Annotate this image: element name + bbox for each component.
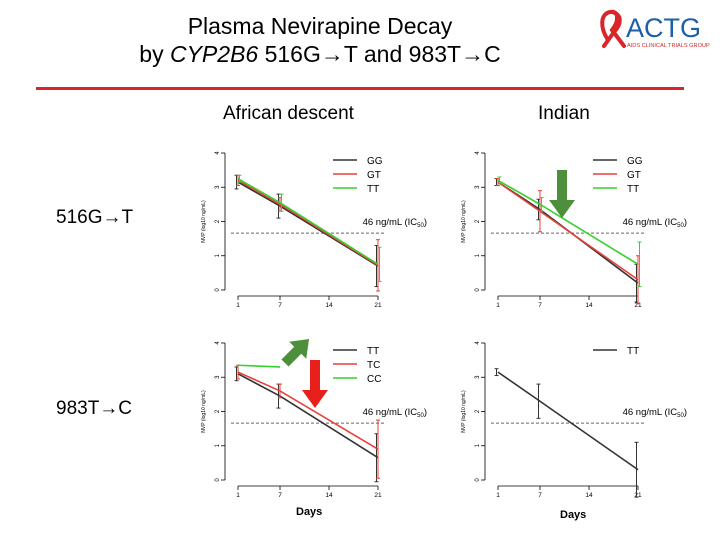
slide-subtitle: by CYP2B6 516G→T and 983T→C — [100, 41, 540, 68]
ic50-label: 46 ng/mL (IC50) — [363, 407, 427, 419]
annotation-arrow-down-icon — [302, 360, 328, 408]
y-tick-label: 0 — [475, 288, 481, 292]
row-label-983: 983T→C — [56, 398, 133, 419]
arrow-shape — [281, 338, 310, 367]
x-tick-label: 14 — [325, 302, 333, 309]
ic50-label: 46 ng/mL (IC50) — [363, 217, 427, 229]
ic50-label-main: 46 ng/mL (IC — [363, 217, 418, 228]
y-tick-label: 2 — [215, 219, 221, 223]
legend-label-TT: TT — [367, 346, 379, 357]
legend-label-TC: TC — [367, 360, 380, 371]
y-tick-label: 3 — [475, 375, 481, 379]
x-tick-label: 14 — [585, 492, 593, 499]
series-line-CC — [237, 364, 281, 368]
x-tick-label: 1 — [496, 302, 500, 309]
row-label-516: 516G→T — [56, 207, 134, 228]
ic50-label-end: ) — [684, 217, 687, 228]
y-tick-label: 3 — [215, 375, 221, 379]
y-tick-label: 1 — [475, 443, 481, 447]
actg-logo: ACTG AIDS CLINICAL TRIALS GROUP — [600, 9, 710, 49]
y-tick-label: 4 — [475, 341, 481, 345]
header-rule — [36, 87, 684, 90]
y-tick-label: 4 — [215, 151, 221, 155]
y-axis-label: NVP (log10 ng/mL) — [201, 390, 207, 433]
legend-label-TT: TT — [367, 184, 379, 195]
legend-label-GT: GT — [367, 170, 381, 181]
x-tick-label: 7 — [278, 302, 282, 309]
x-tick-label: 1 — [236, 302, 240, 309]
x-tick-label: 1 — [236, 492, 240, 499]
annotation-arrow-diagonal-icon — [281, 338, 310, 367]
y-tick-label: 0 — [475, 478, 481, 482]
annotation-arrow-down-icon — [549, 170, 575, 218]
legend-label-GT: GT — [627, 170, 641, 181]
x-tick-label: 21 — [634, 302, 642, 309]
ic50-label-main: 46 ng/mL (IC — [623, 217, 678, 228]
x-tick-label: 14 — [585, 302, 593, 309]
x-tick-label: 21 — [374, 492, 382, 499]
ic50-label-end: ) — [424, 217, 427, 228]
x-tick-label: 1 — [496, 492, 500, 499]
x-tick-label: 14 — [325, 492, 333, 499]
series-line-TT — [237, 373, 379, 459]
series-line-TC — [237, 371, 379, 450]
logo-text: ACTG — [626, 13, 701, 43]
series-line-TT — [497, 371, 639, 471]
x-tick-label: 7 — [278, 492, 282, 499]
ic50-label-end: ) — [424, 407, 427, 418]
y-tick-label: 3 — [215, 185, 221, 189]
legend-label-GG: GG — [627, 156, 643, 167]
column-label-indian: Indian — [538, 103, 590, 124]
ic50-label-sub: 50 — [677, 413, 684, 419]
x-axis-label-days: Days — [296, 506, 323, 518]
ic50-label: 46 ng/mL (IC50) — [623, 217, 687, 229]
ic50-label-main: 46 ng/mL (IC — [363, 407, 418, 418]
chart-983-indian: 0 1 2 3 4 1 7 14 21 NVP (log10 ng/mL) 46 ng/mL (IC… — [461, 341, 687, 499]
x-axis-label-days-2: Days — [560, 509, 587, 521]
legend-label-CC: CC — [367, 374, 381, 385]
series-line-GT — [497, 181, 639, 281]
chart-983-african: 0 1 2 3 4 1 7 14 21 NVP (log10 ng/mL) 46 ng/mL (IC… — [201, 338, 427, 499]
x-tick-label: 7 — [538, 492, 542, 499]
y-tick-label: 4 — [475, 151, 481, 155]
series-line-TT — [497, 179, 639, 265]
legend-label-GG: GG — [367, 156, 383, 167]
ic50-label-sub: 50 — [417, 223, 424, 229]
series-line-TT — [237, 177, 379, 265]
ic50-label-end: ) — [684, 407, 687, 418]
y-tick-label: 4 — [215, 341, 221, 345]
ic50-label-sub: 50 — [417, 413, 424, 419]
ic50-label: 46 ng/mL (IC50) — [623, 407, 687, 419]
x-tick-label: 7 — [538, 302, 542, 309]
logo-subtext: AIDS CLINICAL TRIALS GROUP — [627, 43, 710, 49]
subtitle-rest: 516G→T and 983T→C — [258, 41, 501, 67]
ic50-label-sub: 50 — [677, 223, 684, 229]
series-line-GG — [237, 181, 379, 267]
y-axis-label: NVP (log10 ng/mL) — [201, 200, 207, 243]
legend-label-TT: TT — [627, 346, 639, 357]
y-axis-label: NVP (log10 ng/mL) — [461, 200, 467, 243]
ic50-label-main: 46 ng/mL (IC — [623, 407, 678, 418]
y-tick-label: 0 — [215, 478, 221, 482]
y-tick-label: 1 — [215, 253, 221, 257]
slide-title: Plasma Nevirapine Decay — [187, 13, 453, 39]
y-tick-label: 1 — [215, 443, 221, 447]
y-tick-label: 2 — [475, 219, 481, 223]
y-tick-label: 3 — [475, 185, 481, 189]
x-tick-label: 21 — [374, 302, 382, 309]
y-tick-label: 1 — [475, 253, 481, 257]
x-tick-label: 21 — [634, 492, 642, 499]
y-tick-label: 0 — [215, 288, 221, 292]
chart-516-african: 0 1 2 3 4 1 7 14 21 NVP (log10 ng/mL) 46 ng/mL (IC… — [201, 151, 427, 309]
subtitle-by: by — [139, 41, 170, 67]
chart-516-indian: 0 1 2 3 4 1 7 14 21 NVP (log10 ng/mL) 46 ng/mL (IC… — [461, 151, 687, 309]
y-axis-label: NVP (log10 ng/mL) — [461, 390, 467, 433]
gene-name: CYP2B6 — [169, 41, 259, 67]
y-tick-label: 2 — [215, 409, 221, 413]
arrow-shape — [302, 360, 328, 408]
legend-label-TT: TT — [627, 184, 639, 195]
y-tick-label: 2 — [475, 409, 481, 413]
column-label-african: African descent — [223, 103, 354, 124]
arrow-shape — [549, 170, 575, 218]
